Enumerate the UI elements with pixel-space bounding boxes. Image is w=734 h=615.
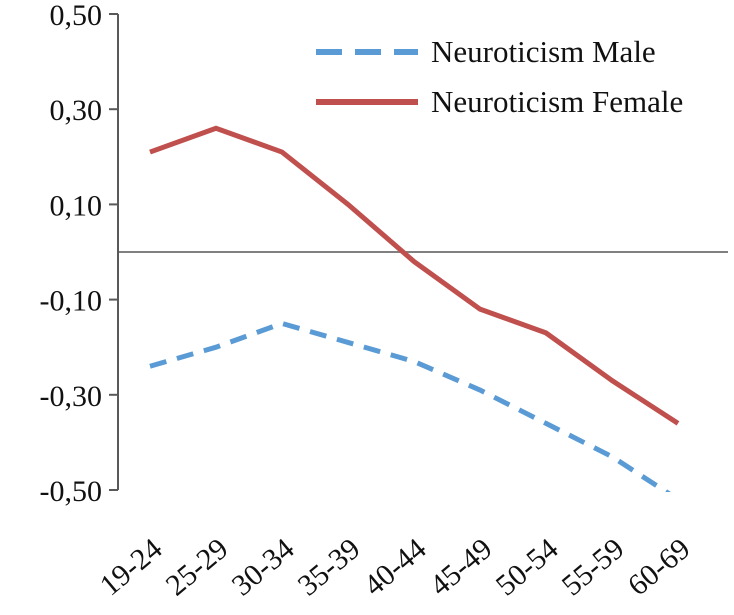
y-tick-label: 0,30 bbox=[50, 94, 103, 127]
y-tick-label: -0,10 bbox=[40, 285, 103, 318]
x-tick-label: 30-34 bbox=[226, 532, 301, 602]
x-tick-label: 25-29 bbox=[160, 532, 235, 602]
y-tick-label: 0,50 bbox=[50, 0, 103, 32]
y-tick-label: 0,10 bbox=[50, 189, 103, 222]
legend-label-male: Neuroticism Male bbox=[431, 34, 656, 69]
y-tick-label: -0,50 bbox=[40, 475, 103, 508]
x-tick-label: 35-39 bbox=[292, 532, 367, 602]
y-tick-label: -0,30 bbox=[40, 380, 103, 413]
x-tick-label: 40-44 bbox=[358, 532, 433, 602]
neuroticism-female-series-line bbox=[149, 125, 680, 426]
female-solid-line-sample bbox=[316, 99, 418, 105]
x-tick-label: 55-59 bbox=[556, 532, 631, 602]
legend-item-male: Neuroticism Male bbox=[316, 34, 683, 70]
neuroticism-male-series-line bbox=[149, 320, 672, 492]
chart-legend: Neuroticism Male Neuroticism Female bbox=[316, 34, 683, 120]
x-tick-label: 45-49 bbox=[424, 532, 499, 602]
legend-item-female: Neuroticism Female bbox=[316, 84, 683, 120]
x-tick-label: 60-69 bbox=[622, 532, 697, 602]
x-tick-label: 50-54 bbox=[490, 532, 565, 602]
x-tick-label: 19-24 bbox=[94, 532, 169, 602]
male-dashed-line-sample bbox=[316, 49, 418, 55]
legend-label-female: Neuroticism Female bbox=[431, 84, 684, 119]
